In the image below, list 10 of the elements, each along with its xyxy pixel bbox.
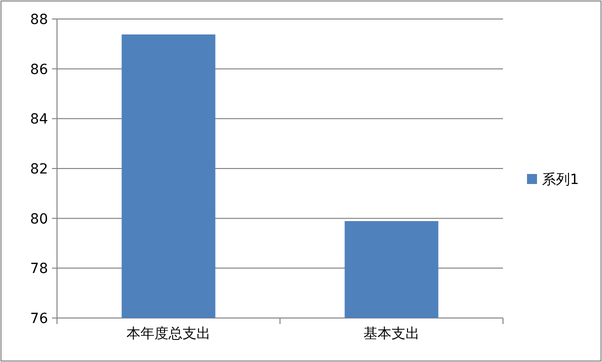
y-tick-label: 82 bbox=[30, 162, 48, 178]
x-tick-label: 基本支出 bbox=[364, 326, 420, 342]
y-tick-label: 86 bbox=[30, 62, 48, 78]
y-tick-label: 88 bbox=[30, 12, 48, 28]
y-tick-label: 78 bbox=[30, 261, 48, 278]
y-tick-label: 76 bbox=[30, 311, 48, 327]
y-tick-label: 80 bbox=[30, 211, 48, 228]
legend-label: 系列1 bbox=[542, 172, 579, 188]
x-tick-label: 本年度总支出 bbox=[126, 326, 210, 342]
y-tick-label: 84 bbox=[30, 112, 48, 128]
